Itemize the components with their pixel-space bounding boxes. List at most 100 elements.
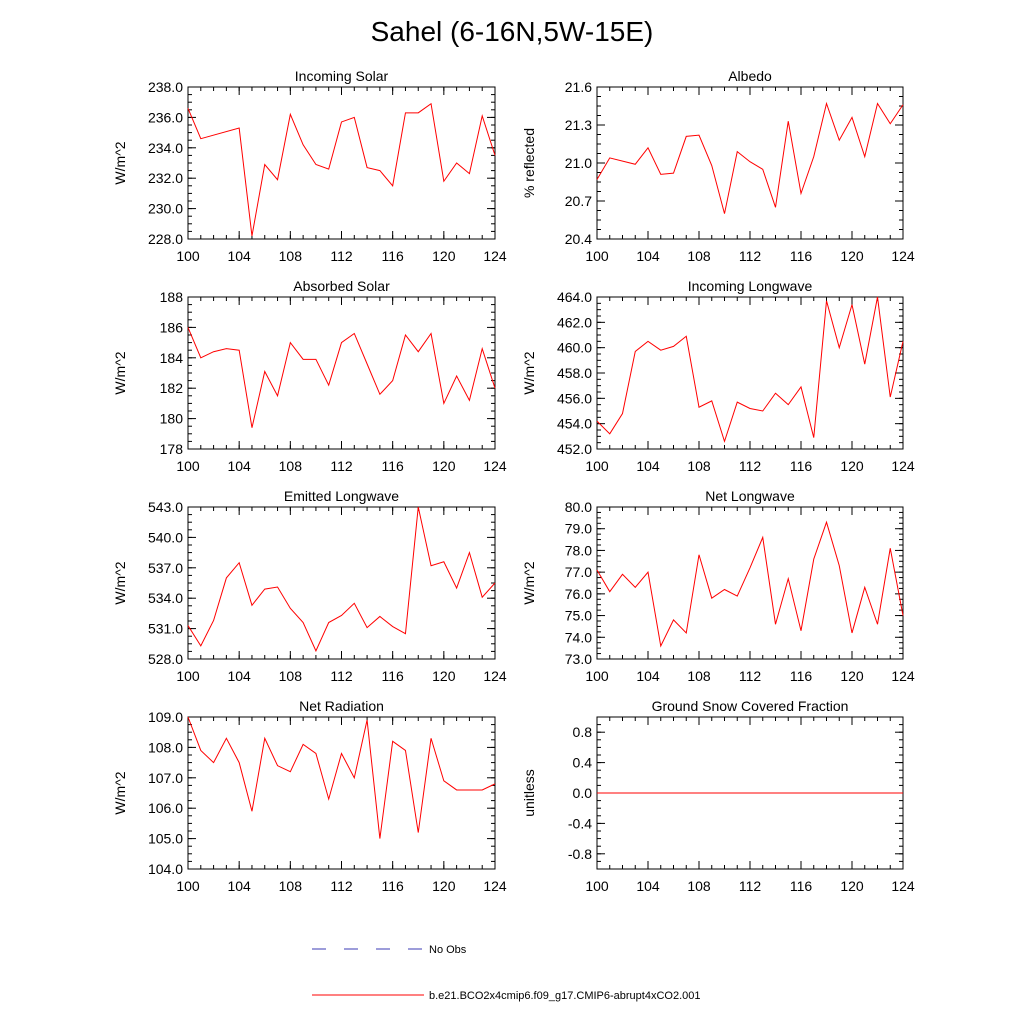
panel-title-incoming-solar: Incoming Solar xyxy=(295,68,389,84)
x-tick-label: 100 xyxy=(585,248,609,264)
x-tick-label: 112 xyxy=(739,878,762,894)
x-tick-label: 108 xyxy=(687,458,711,474)
x-tick-label: 116 xyxy=(382,248,405,264)
y-tick-label: 80.0 xyxy=(565,499,592,515)
x-tick-label: 124 xyxy=(891,248,915,264)
y-tick-label: 178 xyxy=(160,441,184,457)
y-tick-label: 534.0 xyxy=(148,590,183,606)
y-tick-label: 107.0 xyxy=(148,770,183,786)
x-tick-label: 104 xyxy=(636,248,660,264)
legend: No Obs b.e21.BCO2x4cmip6.f09_g17.CMIP6-a… xyxy=(312,944,701,1002)
y-axis-label-incoming-solar: W/m^2 xyxy=(112,141,128,184)
y-tick-label: 458.0 xyxy=(557,365,592,381)
x-tick-label: 116 xyxy=(790,458,813,474)
y-tick-label: -0.4 xyxy=(568,815,592,831)
x-tick-label: 112 xyxy=(739,248,762,264)
x-tick-label: 112 xyxy=(739,668,762,684)
x-tick-label: 120 xyxy=(840,668,864,684)
panel-title-net-radiation: Net Radiation xyxy=(299,698,384,714)
panel-title-incoming-longwave: Incoming Longwave xyxy=(688,278,813,294)
x-tick-label: 108 xyxy=(279,458,303,474)
x-tick-label: 112 xyxy=(330,668,353,684)
x-tick-label: 112 xyxy=(330,458,353,474)
x-tick-label: 100 xyxy=(585,458,609,474)
y-tick-label: 452.0 xyxy=(557,441,592,457)
panel-title-emitted-longwave: Emitted Longwave xyxy=(284,488,399,504)
y-tick-label: 78.0 xyxy=(565,542,592,558)
x-tick-label: 104 xyxy=(636,458,660,474)
y-tick-label: 21.0 xyxy=(565,155,592,171)
x-tick-label: 104 xyxy=(227,248,251,264)
series-line-albedo xyxy=(596,101,904,214)
y-tick-label: 537.0 xyxy=(148,560,183,576)
plot-frame-emitted-longwave xyxy=(187,506,496,660)
x-tick-label: 112 xyxy=(330,248,353,264)
y-tick-label: 528.0 xyxy=(148,651,183,667)
plot-frame-net-longwave xyxy=(596,506,904,660)
legend-label-model: b.e21.BCO2x4cmip6.f09_g17.CMIP6-abrupt4x… xyxy=(429,990,701,1002)
x-tick-label: 108 xyxy=(687,248,711,264)
panel-absorbed-solar: Absorbed Solar 178 180 182 184 186 188 100 104 10… xyxy=(112,278,507,474)
x-tick-label: 116 xyxy=(382,878,405,894)
panel-incoming-longwave: Incoming Longwave 452.0 454.0 456.0 458.0 460… xyxy=(521,278,915,474)
x-tick-label: 104 xyxy=(636,668,660,684)
panel-net-radiation: Net Radiation 104.0 105.0 106.0 107.0 108.0 10… xyxy=(112,698,507,894)
y-tick-label: 0.8 xyxy=(573,724,593,740)
x-tick-label: 124 xyxy=(483,248,507,264)
y-tick-label: 20.4 xyxy=(565,231,592,247)
x-tick-label: 120 xyxy=(840,248,864,264)
y-tick-label: 0.4 xyxy=(573,755,593,771)
x-tick-label: 112 xyxy=(739,458,762,474)
x-tick-label: 112 xyxy=(330,878,353,894)
y-tick-label: 21.3 xyxy=(565,117,592,133)
y-tick-label: 0.0 xyxy=(573,785,593,801)
x-tick-label: 124 xyxy=(483,668,507,684)
y-tick-label: -0.8 xyxy=(568,846,592,862)
y-tick-label: 104.0 xyxy=(148,861,183,877)
x-tick-label: 120 xyxy=(840,458,864,474)
x-tick-label: 104 xyxy=(227,458,251,474)
y-tick-label: 462.0 xyxy=(557,314,592,330)
figure-title: Sahel (6-16N,5W-15E) xyxy=(371,16,654,47)
x-tick-label: 120 xyxy=(432,458,456,474)
y-tick-label: 77.0 xyxy=(565,564,592,580)
x-tick-label: 120 xyxy=(840,878,864,894)
x-tick-label: 124 xyxy=(891,668,915,684)
plot-frame-absorbed-solar xyxy=(187,296,496,450)
panel-title-net-longwave: Net Longwave xyxy=(705,488,795,504)
x-tick-label: 116 xyxy=(790,248,813,264)
y-tick-label: 464.0 xyxy=(557,289,592,305)
x-tick-label: 100 xyxy=(585,668,609,684)
y-tick-label: 106.0 xyxy=(148,800,183,816)
y-tick-label: 456.0 xyxy=(557,390,592,406)
y-tick-label: 232.0 xyxy=(148,170,183,186)
x-tick-label: 104 xyxy=(227,668,251,684)
y-axis-label-incoming-longwave: W/m^2 xyxy=(521,351,537,394)
y-tick-label: 108.0 xyxy=(148,739,183,755)
x-tick-label: 120 xyxy=(432,248,456,264)
panel-ground-snow-covered-fraction: Ground Snow Covered Fraction -0.8 -0.4 0.0 0… xyxy=(521,698,915,894)
series-line-absorbed-solar xyxy=(187,327,496,428)
legend-label-no-obs: No Obs xyxy=(429,944,467,956)
x-tick-label: 116 xyxy=(382,668,405,684)
y-tick-label: 180 xyxy=(160,411,184,427)
x-tick-label: 100 xyxy=(176,248,200,264)
x-tick-label: 120 xyxy=(432,668,456,684)
y-axis-label-net-radiation: W/m^2 xyxy=(112,771,128,814)
x-tick-label: 116 xyxy=(790,668,813,684)
x-tick-label: 104 xyxy=(636,878,660,894)
x-tick-label: 108 xyxy=(687,878,711,894)
y-tick-label: 182 xyxy=(160,380,184,396)
plot-frame-net-radiation xyxy=(187,716,496,870)
panels: Incoming Solar 228.0 230.0 232.0 234.0 236.0 2… xyxy=(112,68,915,894)
x-tick-label: 116 xyxy=(790,878,813,894)
series-line-net-radiation xyxy=(187,716,496,839)
panel-title-ground-snow-covered-fraction: Ground Snow Covered Fraction xyxy=(652,698,849,714)
y-axis-label-net-longwave: W/m^2 xyxy=(521,561,537,604)
x-tick-label: 100 xyxy=(176,878,200,894)
y-tick-label: 21.6 xyxy=(565,79,592,95)
panel-net-longwave: Net Longwave 73.0 74.0 75.0 76.0 77.0 78.0 79.0… xyxy=(521,488,915,684)
y-tick-label: 73.0 xyxy=(565,651,592,667)
x-tick-label: 124 xyxy=(483,458,507,474)
